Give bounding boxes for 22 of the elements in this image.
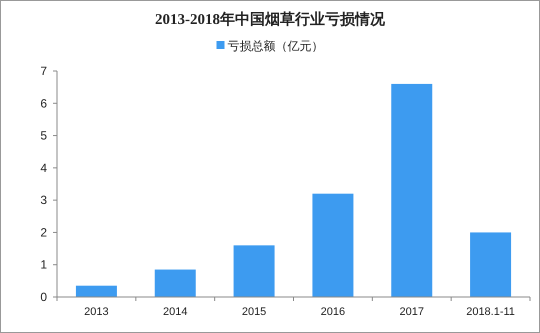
- y-tick-label: 0: [40, 290, 48, 304]
- x-tick-label: 2018.1-11: [466, 306, 515, 318]
- chart-title: 2013-2018年中国烟草行业亏损情况: [155, 11, 386, 28]
- bar: [154, 270, 196, 297]
- y-tick-label: 2: [40, 225, 48, 240]
- bar: [234, 245, 275, 297]
- legend-label: 亏损总额（亿元）: [228, 39, 324, 53]
- bar: [312, 194, 354, 297]
- y-tick-label: 5: [40, 128, 48, 143]
- x-tick-label: 2016: [320, 306, 346, 318]
- y-tick-label: 6: [40, 96, 48, 110]
- x-tick-label: 2014: [163, 306, 188, 318]
- bar: [470, 232, 512, 297]
- x-tick-label: 2013: [84, 306, 109, 318]
- bar: [391, 84, 432, 297]
- y-tick-label: 1: [40, 258, 48, 272]
- x-tick-label: 2015: [242, 306, 266, 318]
- x-tick-label: 2017: [400, 306, 424, 318]
- bar: [76, 286, 117, 297]
- y-tick-label: 7: [40, 64, 48, 78]
- y-tick-label: 3: [40, 193, 48, 208]
- y-tick-label: 4: [40, 160, 48, 175]
